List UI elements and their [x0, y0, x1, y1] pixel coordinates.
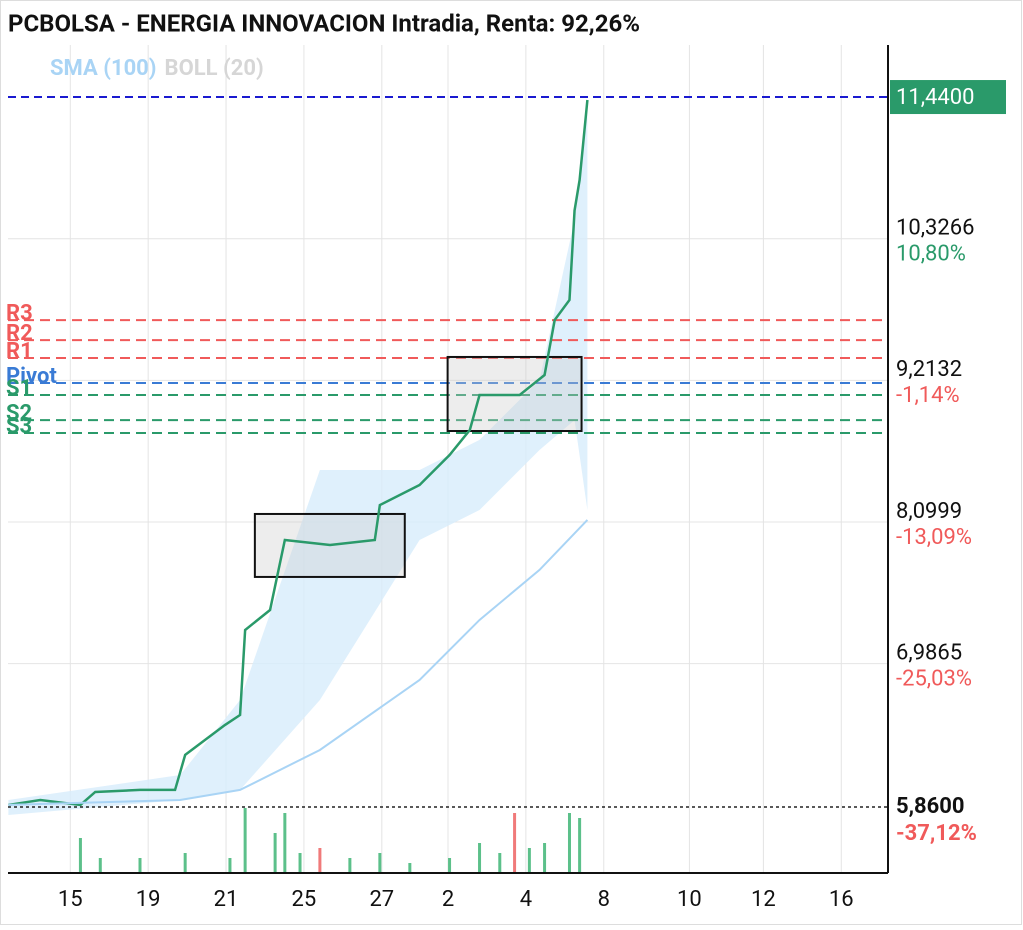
volume-bar — [348, 858, 352, 873]
volume-bar — [98, 858, 102, 873]
last-price-badge — [890, 80, 1006, 115]
y-tick-return: -1,14% — [896, 383, 960, 408]
y-tick-label: 6,9865 — [896, 640, 962, 665]
volume-bar — [578, 818, 582, 873]
volume-bar — [183, 853, 187, 873]
x-tick-label: 4 — [520, 887, 532, 912]
legend-entry: BOLL (20) — [165, 56, 264, 81]
volume-bar — [298, 853, 302, 873]
volume-bar — [498, 853, 502, 873]
series-line — [8, 519, 589, 806]
y-tick-label: 8,0999 — [896, 499, 962, 524]
volume-bar — [448, 858, 452, 873]
volume-bar — [243, 808, 247, 873]
x-tick-label: 21 — [214, 887, 239, 912]
y-tick-return: -13,09% — [896, 525, 972, 550]
volume-bar — [567, 813, 571, 873]
x-tick-label: 27 — [369, 887, 394, 912]
pivot-label: S1 — [6, 376, 32, 401]
range-box — [446, 355, 583, 433]
y-tick-label: 10,3266 — [896, 216, 975, 241]
pivot-label: S3 — [6, 414, 32, 439]
chart-title: PCBOLSA - ENERGIA INNOVACION Intradia, R… — [8, 9, 640, 37]
volume-bar — [78, 838, 82, 873]
x-tick-label: 25 — [292, 887, 317, 912]
volume-bar — [318, 848, 322, 873]
volume-bar — [273, 833, 277, 873]
volume-bar — [543, 843, 547, 873]
y-tick-return: 10,80% — [896, 242, 966, 267]
volume-bar — [478, 843, 482, 873]
y-tick-return: -25,03% — [896, 666, 972, 691]
volume-bar — [283, 813, 287, 873]
volume-bar — [228, 858, 232, 873]
volume-bar — [527, 848, 531, 873]
pivot-label: R3 — [6, 301, 33, 326]
x-tick-label: 16 — [829, 887, 854, 912]
x-tick-label: 2 — [442, 887, 454, 912]
base-price-label: 5,8600 — [896, 794, 965, 819]
x-tick-label: 15 — [58, 887, 83, 912]
volume-bar — [378, 853, 382, 873]
legend-entry: SMA (100) — [50, 56, 157, 81]
pivot-label: R2 — [6, 321, 33, 346]
base-return-label: -37,12% — [896, 821, 977, 846]
x-tick-label: 19 — [136, 887, 161, 912]
series-line — [8, 99, 589, 807]
pivot-label: R1 — [6, 339, 33, 364]
x-tick-label: 10 — [677, 887, 702, 912]
volume-bar — [138, 858, 142, 873]
x-tick-label: 8 — [598, 887, 610, 912]
volume-bar — [513, 813, 517, 873]
volume-bar — [408, 863, 412, 873]
bollinger-band — [8, 99, 588, 815]
y-tick-label: 9,2132 — [896, 357, 962, 382]
pivot-label: Pivot — [6, 364, 57, 389]
x-tick-label: 12 — [751, 887, 776, 912]
pivot-label: S2 — [6, 401, 32, 426]
last-price-label: 11,4400 — [896, 85, 975, 110]
